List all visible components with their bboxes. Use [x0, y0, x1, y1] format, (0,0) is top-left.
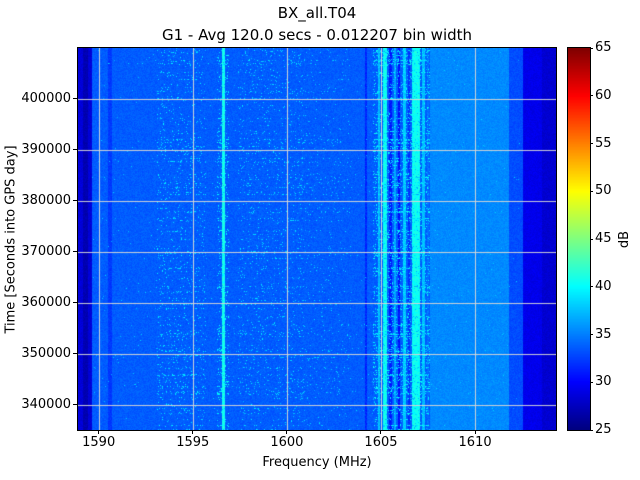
figure-title: BX_all.T04 [277, 4, 357, 22]
colorbar-tick-label: 40 [595, 278, 612, 294]
y-tick-label: 360000 [21, 294, 71, 310]
x-tick-label: 1600 [270, 435, 304, 450]
colorbar-tick-label: 35 [595, 326, 612, 342]
x-tick [474, 430, 476, 434]
colorbar-tick [590, 334, 593, 335]
x-tick [192, 430, 194, 434]
y-tick-label: 370000 [21, 243, 71, 259]
colorbar-tick-label: 60 [595, 87, 612, 103]
x-tick-label: 1595 [176, 435, 210, 450]
colorbar-canvas [568, 48, 590, 430]
x-tick-label: 1590 [82, 435, 116, 450]
axes-title: G1 - Avg 120.0 secs - 0.012207 bin width [161, 26, 473, 44]
colorbar-tick [590, 190, 593, 192]
y-tick [73, 200, 77, 202]
plot-area [77, 47, 557, 431]
x-tick [380, 430, 382, 434]
colorbar-tick-label: 50 [595, 183, 612, 199]
x-axis-label: Frequency (MHz) [262, 455, 372, 470]
colorbar-tick [590, 95, 593, 97]
y-tick [73, 251, 77, 253]
x-tick [98, 430, 100, 434]
colorbar-tick-label: 65 [595, 40, 612, 55]
colorbar-label: dB [617, 230, 633, 248]
y-tick [73, 353, 77, 355]
y-tick [73, 302, 77, 304]
colorbar-tick [590, 47, 593, 49]
colorbar-tick-label: 45 [595, 231, 612, 246]
colorbar-tick [590, 429, 593, 431]
y-tick-label: 380000 [21, 192, 71, 208]
colorbar-tick [590, 286, 593, 288]
x-tick [286, 430, 288, 434]
x-tick-label: 1605 [364, 435, 398, 450]
y-tick-label: 350000 [21, 345, 71, 361]
colorbar-tick-label: 55 [595, 135, 612, 151]
colorbar-tick [590, 143, 593, 144]
y-tick [73, 98, 77, 100]
y-tick [73, 149, 77, 151]
colorbar [567, 47, 591, 431]
heatmap-canvas [78, 48, 556, 430]
y-tick-label: 400000 [21, 90, 71, 106]
colorbar-tick-label: 30 [595, 374, 612, 390]
colorbar-tick [590, 238, 593, 240]
colorbar-label-wrap: dB [616, 48, 634, 430]
x-tick-label: 1610 [458, 435, 492, 450]
colorbar-tick-label: 25 [595, 422, 612, 437]
y-tick-label: 340000 [21, 396, 71, 412]
colorbar-tick [590, 381, 593, 383]
y-tick-label: 390000 [21, 141, 71, 157]
y-tick [73, 404, 77, 406]
